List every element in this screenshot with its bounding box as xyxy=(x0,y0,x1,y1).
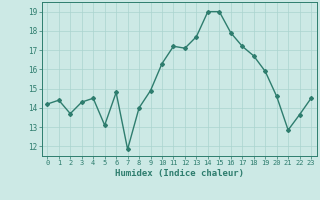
X-axis label: Humidex (Indice chaleur): Humidex (Indice chaleur) xyxy=(115,169,244,178)
